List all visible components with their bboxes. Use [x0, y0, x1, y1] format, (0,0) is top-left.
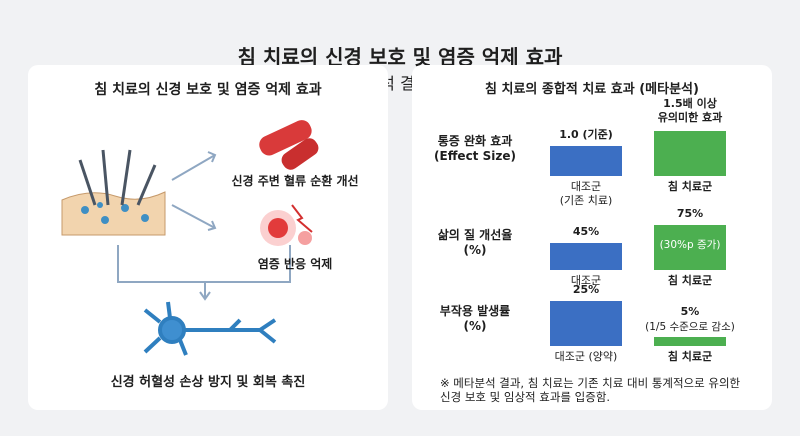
- tissue: [61, 191, 166, 236]
- category-label: 대조군 (양약): [554, 350, 618, 363]
- category-label: 침 치료군: [667, 350, 713, 363]
- value-label: 5%: [680, 305, 700, 318]
- footnote: ※ 메타분석 결과, 침 치료는 기존 치료 대비 통계적으로 유의한 신경 보…: [440, 376, 741, 405]
- chart-title: 삶의 질 개선율 (%): [437, 228, 513, 257]
- bar: [654, 131, 726, 176]
- value-label: 75%: [676, 207, 704, 220]
- value-label: 1.5배 이상 유의미한 효과: [657, 97, 723, 124]
- annotation: (30%p 증가): [659, 239, 721, 251]
- bar: [550, 146, 622, 176]
- bar: [654, 337, 726, 346]
- chart-title: 부작용 발생률 (%): [439, 304, 511, 333]
- bar: [550, 301, 622, 346]
- category-label: 침 치료군: [667, 180, 713, 193]
- bar: [654, 225, 726, 270]
- category-label: 침 치료군: [667, 274, 713, 287]
- annotation: (1/5 수준으로 감소): [645, 321, 735, 333]
- value-label: 25%: [572, 283, 600, 296]
- neuron-icon: [143, 301, 277, 356]
- value-label: 45%: [572, 225, 600, 238]
- category-label: 대조군: [570, 274, 602, 287]
- effect-label: 신경 주변 혈류 순환 개선: [231, 174, 359, 188]
- inflammation-icon: [260, 204, 313, 246]
- category-label: 대조군 (기존 치료): [559, 180, 613, 207]
- outcome: 신경 허혈성 손상 방지 및 회복 촉진: [110, 375, 306, 390]
- chart-title: 통증 완화 효과 (Effect Size): [434, 134, 516, 163]
- left-card: [28, 65, 388, 410]
- arrows: [117, 151, 291, 301]
- needles: [78, 149, 157, 206]
- right-title: 침 치료의 종합적 치료 효과 (메타분석): [485, 82, 699, 97]
- vessel-icon: [259, 120, 319, 170]
- bar: [550, 243, 622, 270]
- effect-label: 염증 반응 억제: [257, 257, 333, 271]
- value-label: 1.0 (기준): [559, 128, 613, 141]
- left-title: 침 치료의 신경 보호 및 염증 억제 효과: [94, 82, 322, 98]
- cells: [81, 202, 149, 224]
